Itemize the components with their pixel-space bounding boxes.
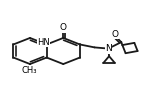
Text: O: O xyxy=(60,23,67,32)
Text: HN: HN xyxy=(37,38,50,47)
Text: CH₃: CH₃ xyxy=(22,66,38,75)
Text: N: N xyxy=(105,44,112,53)
Text: O: O xyxy=(111,30,118,39)
